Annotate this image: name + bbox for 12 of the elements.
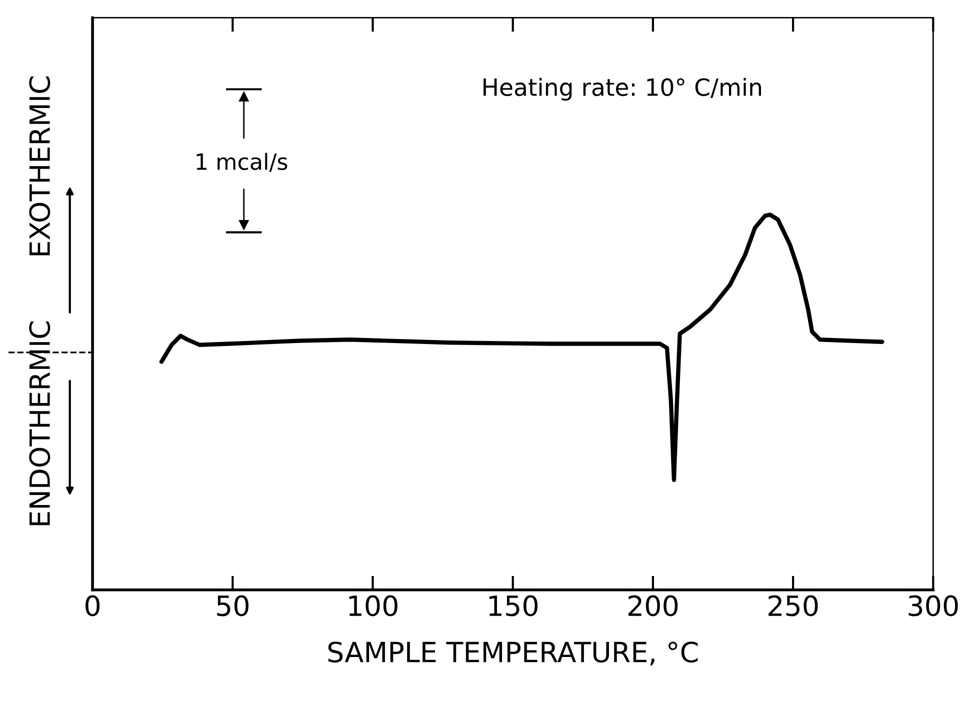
text: Heating rate: 10° C/min xyxy=(484,78,762,101)
x-axis-title: SAMPLE TEMPERATURE, °C xyxy=(328,642,698,666)
x-tick-label: 300 xyxy=(908,595,958,616)
x-tick-label: 0 xyxy=(86,595,100,616)
text: ENDOTHERMIC xyxy=(29,322,50,526)
x-tick-label: 250 xyxy=(768,595,818,616)
text: EXOTHERMIC xyxy=(29,76,50,256)
x-tick-label: 150 xyxy=(489,595,538,616)
x-tick-label: 200 xyxy=(628,595,678,616)
x-tick-label: 100 xyxy=(349,595,398,616)
x-tick-label: 50 xyxy=(217,595,248,616)
text: 1 mcal/s xyxy=(196,152,288,172)
